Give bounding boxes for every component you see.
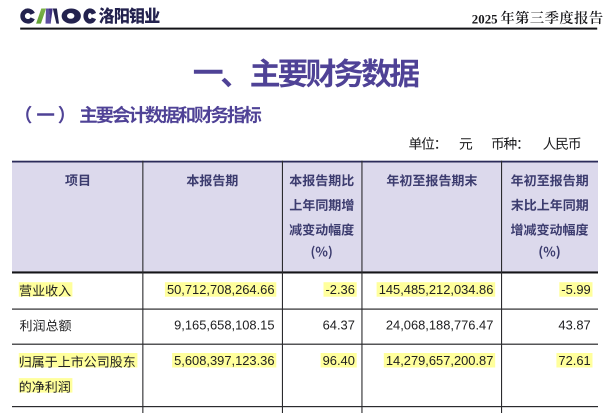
- svg-text:9,165,658,108.15: 9,165,658,108.15: [174, 317, 274, 332]
- svg-text:-2.36: -2.36: [326, 282, 355, 297]
- svg-text:145,485,212,034.86: 145,485,212,034.86: [379, 282, 494, 297]
- svg-text:24,068,188,776.47: 24,068,188,776.47: [386, 317, 494, 332]
- svg-text:5,608,397,123.36: 5,608,397,123.36: [174, 353, 274, 368]
- svg-text:96.40: 96.40: [323, 353, 355, 368]
- svg-text:72.61: 72.61: [558, 353, 590, 368]
- svg-text:-5.99: -5.99: [561, 282, 590, 297]
- svg-text:2025: 2025: [472, 12, 498, 26]
- svg-text:50,712,708,264.66: 50,712,708,264.66: [167, 282, 275, 297]
- svg-text:43.87: 43.87: [558, 317, 590, 332]
- svg-text:14,279,657,200.87: 14,279,657,200.87: [386, 353, 494, 368]
- svg-text:64.37: 64.37: [323, 317, 355, 332]
